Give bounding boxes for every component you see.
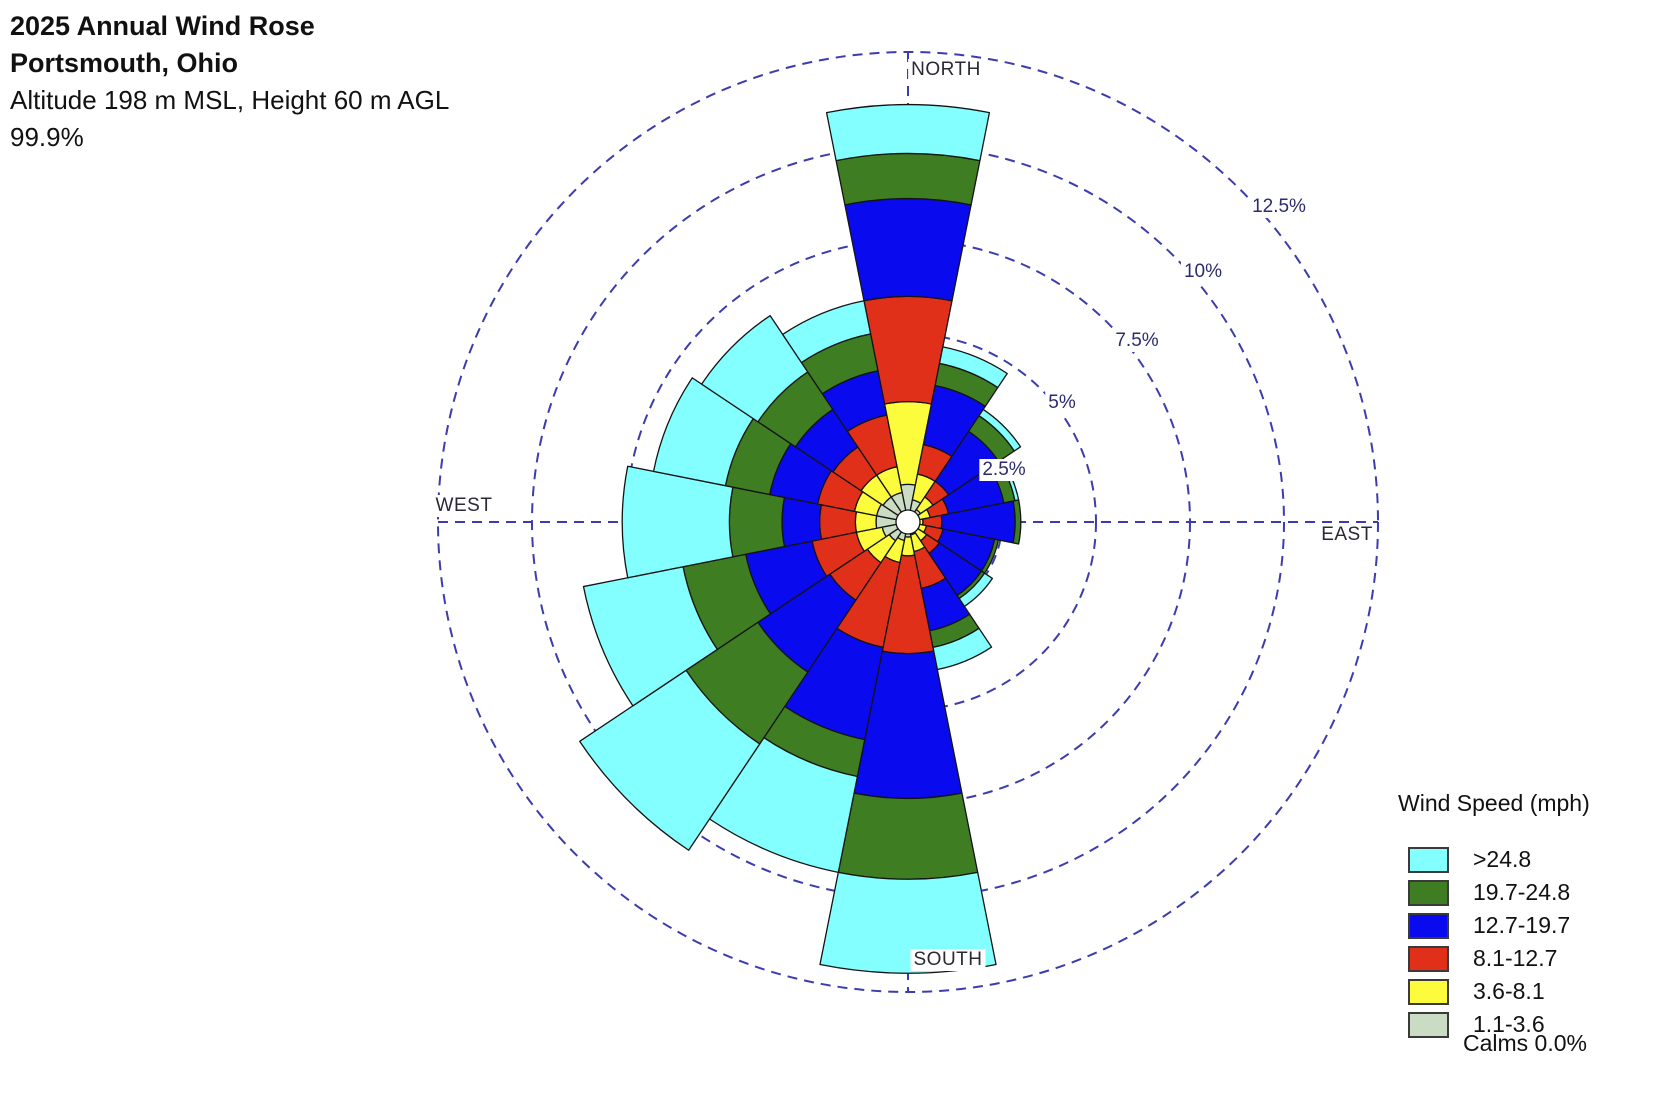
ring-label-5: 5% bbox=[1045, 392, 1079, 414]
compass-label-east: EAST bbox=[1318, 524, 1376, 546]
petal-N-bin-19.7-24.8 bbox=[835, 152, 981, 206]
petal-SW-bin->24.8 bbox=[579, 669, 761, 851]
petal-WSW-bin->24.8 bbox=[582, 566, 718, 707]
legend-title: Wind Speed (mph) bbox=[1398, 790, 1590, 816]
altitude-height-line: Altitude 198 m MSL, Height 60 m AGL bbox=[10, 85, 450, 115]
petal-W-bin->24.8 bbox=[621, 465, 734, 579]
legend-swatch->24.8 bbox=[1408, 846, 1449, 873]
center-hole bbox=[896, 510, 920, 534]
header-block: 2025 Annual Wind Rose Portsmouth, Ohio A… bbox=[10, 8, 449, 156]
legend-swatch-8.1-12.7 bbox=[1408, 945, 1449, 972]
legend-label-3.6-8.1: 3.6-8.1 bbox=[1473, 978, 1545, 1004]
petal-NE-bin->24.8 bbox=[978, 408, 1022, 452]
ring-label-12.5: 12.5% bbox=[1249, 196, 1309, 218]
legend-row-8.1-12.7: 8.1-12.7 bbox=[1398, 942, 1570, 975]
legend-row-1.1-3.6: 1.1-3.6 bbox=[1398, 1008, 1570, 1041]
petal-S-bin-19.7-24.8 bbox=[837, 792, 979, 880]
legend-row-12.7-19.7: 12.7-19.7 bbox=[1398, 909, 1570, 942]
page-title: 2025 Annual Wind Rose bbox=[10, 11, 315, 41]
ring-label-7.5: 7.5% bbox=[1112, 330, 1162, 352]
data-recovery-line: 99.9% bbox=[10, 122, 84, 152]
ring-label-10: 10% bbox=[1180, 261, 1226, 283]
ring-label-2.5: 2.5% bbox=[979, 459, 1029, 481]
legend-row-3.6-8.1: 3.6-8.1 bbox=[1398, 975, 1570, 1008]
legend-row->24.8: >24.8 bbox=[1398, 843, 1570, 876]
legend-label-8.1-12.7: 8.1-12.7 bbox=[1473, 945, 1558, 971]
legend-swatch-3.6-8.1 bbox=[1408, 978, 1449, 1005]
legend-swatch-19.7-24.8 bbox=[1408, 879, 1449, 906]
petal-WNW-bin->24.8 bbox=[652, 377, 754, 487]
petal-W-bin-12.7-19.7 bbox=[781, 496, 822, 548]
petal-E-bin-19.7-24.8 bbox=[1012, 499, 1022, 545]
legend-label-1.1-3.6: 1.1-3.6 bbox=[1473, 1011, 1545, 1037]
petal-N-bin->24.8 bbox=[825, 103, 991, 162]
legend-row-19.7-24.8: 19.7-24.8 bbox=[1398, 876, 1570, 909]
page-subtitle-location: Portsmouth, Ohio bbox=[10, 48, 238, 78]
legend-swatch-1.1-3.6 bbox=[1408, 1011, 1449, 1038]
petal-N-bin-12.7-19.7 bbox=[844, 198, 972, 302]
legend-swatch-12.7-19.7 bbox=[1408, 912, 1449, 939]
legend-label-19.7-24.8: 19.7-24.8 bbox=[1473, 879, 1571, 905]
wind-speed-legend: Wind Speed (mph) >24.8 19.7-24.8 12.7-19.7… bbox=[1398, 790, 1668, 1056]
legend-label-12.7-19.7: 12.7-19.7 bbox=[1473, 912, 1571, 938]
compass-label-south: SOUTH bbox=[910, 949, 986, 971]
petal-NNW-bin->24.8 bbox=[782, 300, 872, 364]
legend-calms: Calms 0.0% bbox=[1463, 1030, 1587, 1056]
petal-W-bin-19.7-24.8 bbox=[728, 486, 786, 558]
compass-label-west: WEST bbox=[432, 495, 496, 517]
legend-rows: >24.8 19.7-24.8 12.7-19.7 8.1-12.7 3.6-8.1 1.… bbox=[1398, 843, 1570, 1041]
legend-label->24.8: >24.8 bbox=[1473, 846, 1532, 872]
petal-NW-bin->24.8 bbox=[701, 315, 809, 423]
petal-NNE-bin->24.8 bbox=[938, 346, 1008, 389]
compass-label-north: NORTH bbox=[908, 59, 984, 81]
